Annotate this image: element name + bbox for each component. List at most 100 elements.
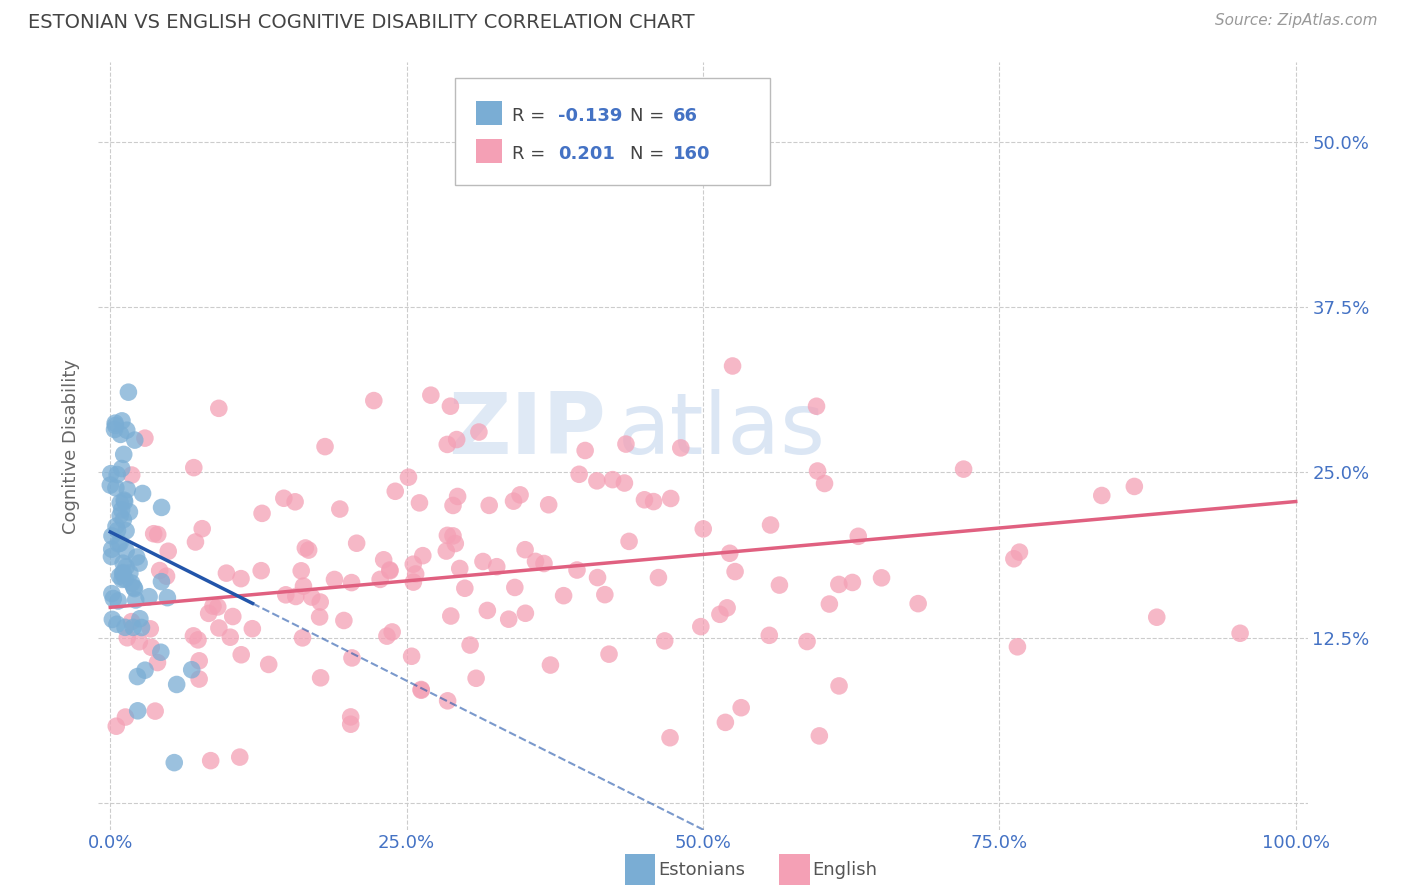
Point (134, 431, 156, 445)
Point (112, 447, 135, 461)
Point (768, 578, 790, 592)
Point (222, 609, 245, 624)
Point (846, 529, 869, 543)
Point (188, 672, 211, 686)
Point (446, 433, 468, 447)
Point (806, 399, 828, 413)
Text: N =: N = (630, 145, 671, 163)
Text: 66: 66 (673, 107, 697, 125)
Point (146, 527, 169, 541)
Point (1229, 626, 1251, 640)
Point (112, 566, 135, 580)
Point (444, 536, 467, 550)
Point (537, 498, 560, 512)
Point (104, 481, 127, 495)
Point (574, 443, 596, 458)
Point (98, 478, 121, 492)
Point (200, 754, 222, 768)
Point (240, 622, 263, 636)
Point (613, 476, 636, 491)
Point (381, 624, 404, 639)
Point (436, 437, 458, 451)
Point (231, 648, 253, 662)
Point (1146, 610, 1168, 624)
Point (124, 433, 146, 447)
Point (515, 607, 537, 621)
Point (458, 638, 481, 652)
Point (250, 564, 273, 578)
Point (150, 574, 173, 589)
Point (292, 579, 315, 593)
Text: ZIP: ZIP (449, 389, 606, 472)
Point (104, 519, 127, 533)
Point (155, 569, 177, 583)
Point (659, 731, 682, 745)
Point (692, 522, 714, 536)
Point (117, 385, 139, 400)
Point (111, 566, 134, 581)
Point (669, 441, 692, 455)
Point (689, 619, 711, 633)
Point (598, 647, 620, 661)
Point (439, 399, 461, 413)
Point (107, 524, 129, 538)
Point (111, 461, 134, 475)
Point (112, 556, 135, 570)
Point (402, 557, 425, 571)
Point (419, 388, 441, 402)
Point (105, 467, 128, 482)
Point (105, 719, 128, 733)
Point (346, 536, 368, 550)
Point (436, 694, 458, 708)
Point (553, 589, 575, 603)
Point (402, 575, 425, 590)
Point (870, 571, 893, 585)
Point (758, 628, 780, 642)
Point (183, 629, 205, 643)
Point (440, 609, 463, 624)
Point (449, 561, 471, 575)
Point (128, 556, 150, 570)
Point (633, 492, 655, 507)
Point (384, 484, 406, 499)
Point (125, 549, 148, 564)
Point (127, 669, 149, 683)
Point (146, 656, 169, 670)
Point (602, 473, 624, 487)
Point (446, 490, 468, 504)
Point (724, 565, 747, 579)
Point (538, 658, 561, 673)
Point (100, 542, 122, 557)
Bar (475, 139, 502, 163)
Text: ESTONIAN VS ENGLISH COGNITIVE DISABILITY CORRELATION CHART: ESTONIAN VS ENGLISH COGNITIVE DISABILITY… (28, 13, 695, 32)
Text: Source: ZipAtlas.com: Source: ZipAtlas.com (1215, 13, 1378, 29)
Point (138, 590, 160, 604)
Point (291, 631, 314, 645)
Point (1091, 488, 1114, 502)
Point (513, 542, 536, 557)
Point (111, 573, 134, 587)
Point (131, 486, 153, 500)
Point (156, 591, 179, 605)
Point (1008, 545, 1031, 559)
Point (187, 632, 209, 647)
Text: 0.201: 0.201 (558, 145, 614, 163)
Point (112, 493, 135, 508)
Point (401, 649, 423, 664)
Point (533, 557, 555, 571)
Point (184, 535, 207, 549)
Point (197, 607, 219, 621)
Point (100, 549, 122, 564)
Point (714, 715, 737, 730)
Point (813, 476, 835, 491)
Point (273, 491, 295, 506)
Point (308, 610, 330, 624)
Point (201, 599, 224, 614)
Point (180, 663, 202, 677)
Point (454, 581, 477, 595)
Point (257, 657, 280, 672)
Point (1123, 479, 1146, 493)
Point (121, 615, 143, 629)
Point (509, 488, 531, 502)
Point (828, 679, 851, 693)
